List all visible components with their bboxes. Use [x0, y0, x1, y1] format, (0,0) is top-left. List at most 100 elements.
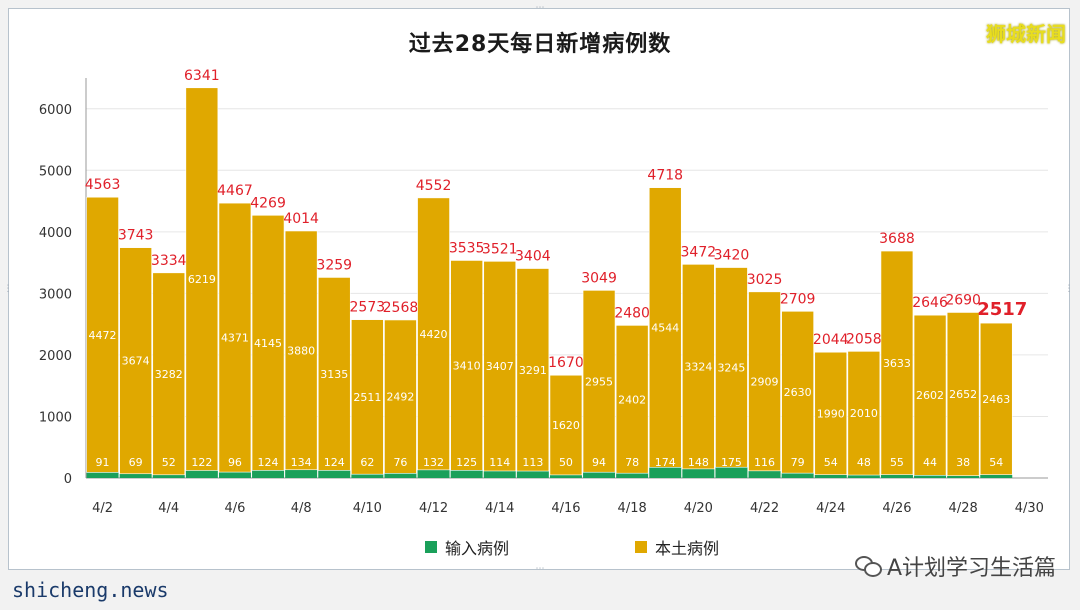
data-label-local: 3633: [883, 357, 911, 370]
data-label-total: 3049: [581, 270, 617, 286]
bar-local: [715, 267, 748, 468]
bar-imported: [715, 467, 748, 478]
bar-local: [251, 214, 285, 471]
x-tick-label: 4/18: [618, 501, 647, 516]
x-tick-label: 4/8: [291, 501, 312, 516]
data-label-total: 3334: [151, 253, 187, 269]
bar-local: [549, 374, 583, 476]
data-label-local: 2955: [585, 375, 613, 388]
bar-imported: [285, 469, 318, 478]
data-label-imported: 96: [228, 456, 242, 469]
bar-local: [284, 230, 318, 471]
data-label-total: 2709: [780, 291, 816, 307]
x-tick-label: 4/4: [158, 501, 179, 516]
data-label-imported: 122: [191, 456, 212, 469]
bar-imported: [185, 470, 218, 478]
data-label-total: 3688: [879, 231, 915, 247]
data-label-local: 4420: [420, 328, 448, 341]
x-tick-label: 4/20: [684, 501, 713, 516]
bar-local: [748, 291, 781, 472]
bar-local: [880, 250, 914, 475]
data-label-local: 1990: [817, 407, 845, 420]
bar-imported: [583, 472, 616, 478]
bar-local: [946, 312, 980, 476]
y-tick-label: 0: [64, 472, 72, 487]
data-label-total: 3404: [515, 249, 551, 265]
data-label-local: 4544: [651, 321, 679, 334]
data-label-local: 4472: [89, 329, 117, 342]
bar-imported: [814, 474, 847, 478]
bar-local: [516, 268, 550, 472]
y-tick-label: 1000: [39, 410, 72, 425]
bar-imported: [980, 474, 1013, 478]
data-label-imported: 91: [96, 456, 110, 469]
data-label-total: 2480: [614, 305, 650, 321]
data-label-imported: 69: [129, 456, 143, 469]
data-label-total: 2517: [977, 299, 1027, 320]
x-tick-label: 4/22: [750, 501, 779, 516]
data-label-local: 6219: [188, 273, 216, 286]
data-label-imported: 62: [360, 456, 374, 469]
data-label-imported: 148: [688, 456, 709, 469]
data-label-local: 3245: [717, 361, 745, 374]
bar-local: [648, 187, 682, 468]
bar-local: [483, 261, 517, 472]
data-label-local: 2909: [751, 375, 779, 388]
data-label-total: 2690: [945, 292, 981, 308]
data-label-imported: 175: [721, 456, 742, 469]
bar-local: [615, 325, 649, 474]
data-label-imported: 55: [890, 456, 904, 469]
y-tick-label: 2000: [39, 349, 72, 364]
bar-local: [913, 314, 947, 476]
wechat-icon: [854, 556, 882, 577]
bar-imported: [417, 469, 450, 478]
data-label-imported: 132: [423, 456, 444, 469]
data-label-total: 2044: [813, 332, 849, 348]
data-label-local: 2511: [353, 391, 381, 404]
bar-imported: [516, 471, 549, 478]
x-tick-label: 4/6: [224, 501, 245, 516]
bar-imported: [351, 474, 384, 478]
x-tick-label: 4/30: [1015, 501, 1044, 516]
brand-logo: 狮城新闻: [986, 22, 1066, 46]
data-label-local: 4145: [254, 337, 282, 350]
x-tick-label: 4/2: [92, 501, 113, 516]
legend-label-local: 本土病例: [655, 539, 720, 558]
x-tick-label: 4/26: [882, 501, 911, 516]
bar-imported: [682, 468, 715, 478]
data-label-imported: 50: [559, 456, 573, 469]
bar-imported: [947, 475, 980, 478]
bar-local: [119, 247, 152, 475]
bar-local: [351, 319, 384, 475]
data-label-total: 3025: [747, 272, 783, 288]
legend-label-imported: 输入病例: [445, 539, 510, 558]
data-label-imported: 79: [791, 456, 805, 469]
bar-imported: [748, 470, 781, 478]
data-label-local: 3324: [684, 361, 712, 374]
data-label-imported: 124: [258, 456, 279, 469]
x-tick-label: 4/12: [419, 501, 448, 516]
data-label-total: 3259: [316, 257, 352, 273]
y-tick-label: 3000: [39, 287, 72, 302]
bar-local: [185, 87, 219, 471]
frame-handle-left[interactable]: ⋮: [3, 284, 13, 294]
frame-handle-right[interactable]: ⋮: [1064, 284, 1074, 294]
bar-imported: [152, 474, 185, 478]
data-label-total: 4467: [217, 183, 253, 199]
frame-handle-bottom[interactable]: ⋯: [535, 564, 545, 574]
data-label-imported: 48: [857, 456, 871, 469]
data-label-imported: 44: [923, 456, 937, 469]
data-label-local: 2463: [982, 393, 1010, 406]
frame-handle-top[interactable]: ⋯: [535, 3, 545, 13]
bar-local: [781, 310, 814, 474]
bar-imported: [218, 472, 251, 478]
legend-item-local: 本土病例: [635, 535, 719, 559]
bar-imported: [450, 470, 483, 478]
bar-imported: [880, 474, 913, 478]
data-label-imported: 134: [291, 456, 312, 469]
data-label-total: 3743: [118, 228, 154, 244]
bar-imported: [86, 472, 119, 478]
data-label-local: 3410: [453, 359, 481, 372]
bar-imported: [384, 473, 417, 478]
